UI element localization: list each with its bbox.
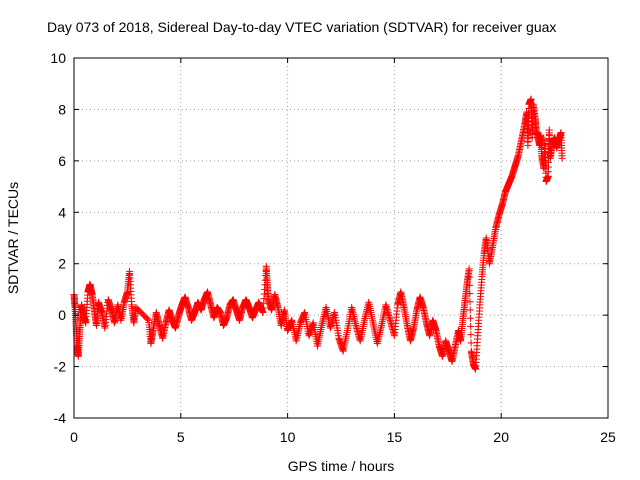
y-tick-label: -4: [54, 410, 67, 426]
y-tick-label: 6: [58, 153, 66, 169]
y-tick-label: 4: [58, 204, 66, 220]
x-tick-label: 5: [177, 429, 185, 445]
plot-area: 0 5 10 15 20 25 -4 -2 0 2 4 6 8 10: [50, 50, 616, 445]
data-point: [466, 306, 474, 314]
data-point: [466, 290, 474, 298]
x-axis-ticks: 0 5 10 15 20 25: [70, 58, 616, 445]
x-tick-label: 20: [493, 429, 509, 445]
x-tick-label: 0: [70, 429, 78, 445]
x-tick-label: 15: [387, 429, 403, 445]
data-point: [558, 154, 566, 162]
y-tick-label: 10: [50, 50, 66, 66]
data-point: [143, 315, 151, 323]
data-point: [466, 314, 474, 322]
plot-frame: [73, 57, 609, 419]
y-tick-label: -2: [54, 359, 67, 375]
x-tick-label: 10: [280, 429, 296, 445]
y-axis-ticks: -4 -2 0 2 4 6 8 10: [50, 50, 608, 426]
data-point: [466, 281, 474, 289]
data-point: [467, 322, 475, 330]
data-point: [467, 331, 475, 339]
y-axis-label: SDTVAR / TECUs: [5, 182, 21, 294]
y-tick-label: 0: [58, 307, 66, 323]
data-point: [467, 339, 475, 347]
data-point: [466, 298, 474, 306]
x-axis-label: GPS time / hours: [288, 458, 395, 474]
data-points: [70, 95, 566, 373]
data-point: [465, 273, 473, 281]
y-tick-label: 8: [58, 101, 66, 117]
chart-title: Day 073 of 2018, Sidereal Day-to-day VTE…: [47, 19, 556, 35]
y-tick-label: 2: [58, 256, 66, 272]
x-tick-label: 25: [600, 429, 616, 445]
gridlines: [74, 58, 608, 418]
data-point: [465, 265, 473, 273]
